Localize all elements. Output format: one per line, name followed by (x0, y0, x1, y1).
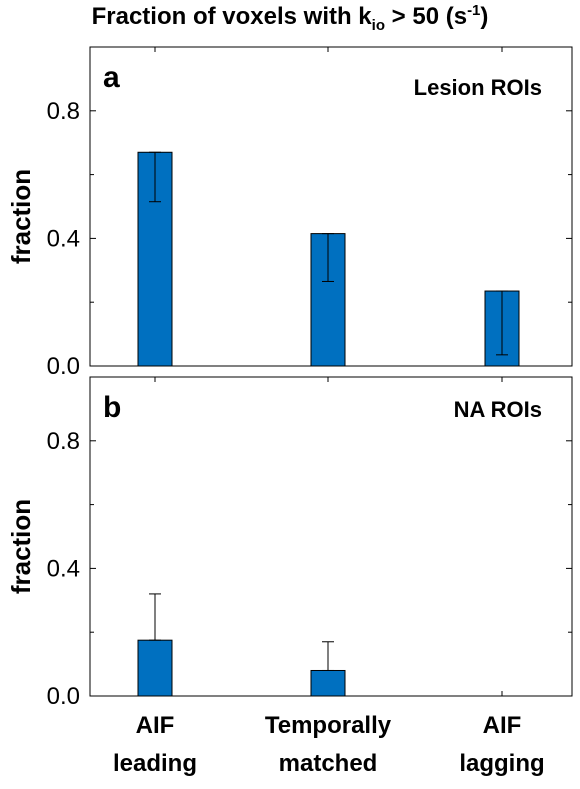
y-axis-label: fraction (6, 499, 36, 594)
panel-annotation: NA ROIs (454, 397, 542, 422)
title-mid: > 50 (s (385, 3, 468, 30)
panel-annotation: Lesion ROIs (414, 75, 542, 100)
y-tick-label: 0.0 (47, 353, 80, 380)
panel-label: b (103, 391, 121, 424)
x-tick-label: Temporally (265, 712, 392, 739)
x-tick-label: AIF (483, 712, 522, 739)
chart-title: Fraction of voxels with kio > 50 (s-1) (0, 2, 580, 34)
y-axis-label: fraction (6, 169, 36, 264)
x-tick-label: lagging (459, 750, 544, 777)
y-tick-label: 0.4 (47, 225, 80, 252)
y-tick-label: 0.8 (47, 428, 80, 455)
panel-label: a (103, 61, 120, 94)
title-main: Fraction of voxels with k (91, 3, 372, 30)
bar (137, 639, 173, 697)
y-tick-label: 0.0 (47, 683, 80, 710)
bar (310, 669, 346, 697)
x-tick-label: matched (279, 750, 378, 777)
x-tick-label: AIF (136, 712, 175, 739)
y-tick-label: 0.8 (47, 98, 80, 125)
y-tick-label: 0.4 (47, 555, 80, 582)
title-superscript: -1 (467, 2, 481, 19)
x-tick-label: leading (113, 750, 197, 777)
title-subscript: io (371, 16, 385, 34)
title-end: ) (480, 3, 489, 30)
